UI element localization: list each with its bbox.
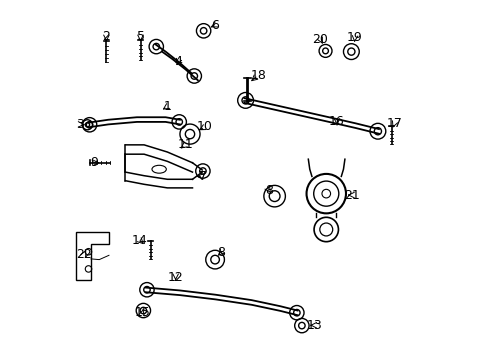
Text: 20: 20 xyxy=(312,33,328,46)
Text: 14: 14 xyxy=(132,234,147,247)
Text: 12: 12 xyxy=(167,271,183,284)
Text: 5: 5 xyxy=(136,30,144,43)
Text: 7: 7 xyxy=(199,170,207,183)
Text: 11: 11 xyxy=(177,138,193,151)
Text: 10: 10 xyxy=(197,121,213,134)
Text: 22: 22 xyxy=(76,248,92,261)
Text: 3: 3 xyxy=(76,118,84,131)
Text: 8: 8 xyxy=(217,246,225,259)
Text: 4: 4 xyxy=(174,55,182,68)
Text: 6: 6 xyxy=(211,19,219,32)
Text: 21: 21 xyxy=(344,189,359,202)
Text: 17: 17 xyxy=(386,117,402,130)
Text: 19: 19 xyxy=(346,31,362,44)
Text: 2: 2 xyxy=(102,30,110,43)
Text: 9: 9 xyxy=(90,156,99,169)
Text: 13: 13 xyxy=(306,319,322,332)
Text: 15: 15 xyxy=(134,306,150,319)
Text: 1: 1 xyxy=(163,100,171,113)
Text: 18: 18 xyxy=(250,69,265,82)
Text: 16: 16 xyxy=(328,116,344,129)
Text: 8: 8 xyxy=(264,184,272,197)
